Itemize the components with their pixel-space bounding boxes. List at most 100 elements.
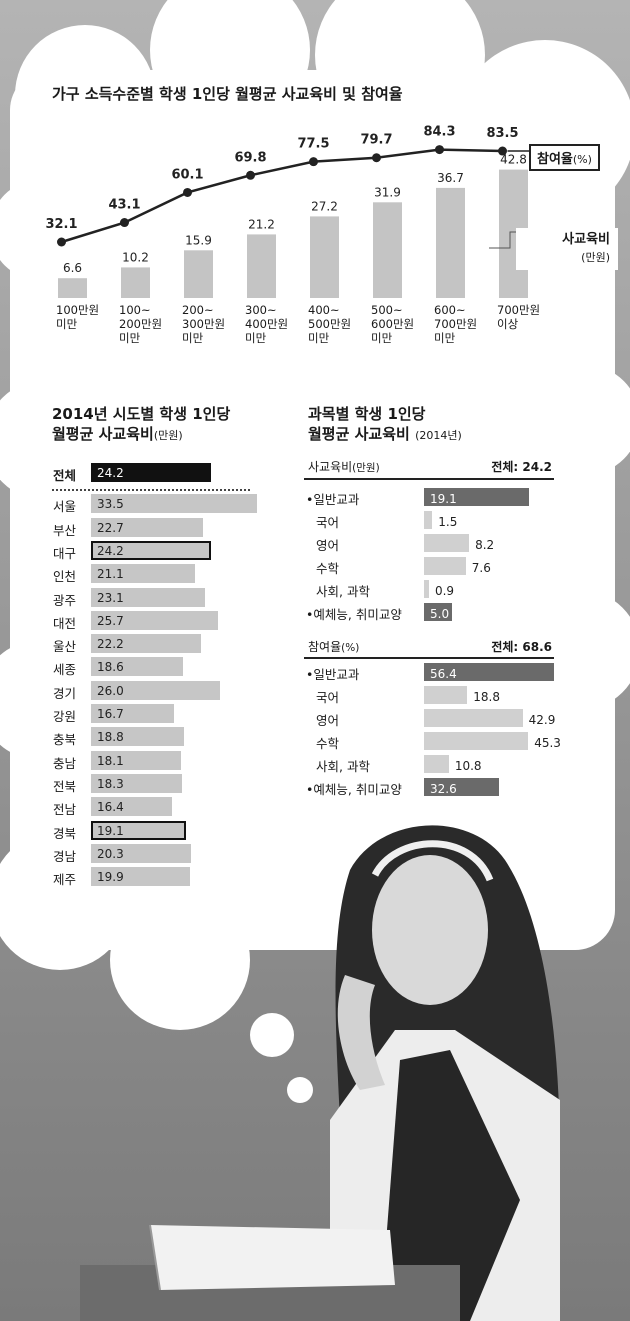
region-label: 경기 — [53, 685, 77, 701]
participation-point — [57, 237, 66, 247]
participation-value-label: 83.5 — [486, 126, 518, 141]
subject-value-label: 56.4 — [430, 667, 457, 681]
spending-value-label: 6.6 — [63, 261, 82, 275]
region-value-label: 16.7 — [97, 707, 124, 721]
income-category-label: 100만원 미만 — [56, 303, 100, 331]
participation-value-label: 60.1 — [171, 167, 203, 182]
income-category-label: 400~ 500만원 미만 — [308, 303, 352, 345]
region-bar — [91, 657, 184, 677]
region-label: 강원 — [53, 709, 77, 724]
subject-bar — [424, 709, 523, 727]
spending-bar — [310, 216, 339, 298]
income-category-label: 200~ 300만원 미만 — [182, 303, 226, 345]
subject-chart-title: 과목별 학생 1인당 월평균 사교육비 (2014년) — [308, 404, 462, 446]
region-value-label: 23.1 — [97, 590, 124, 605]
region-bar — [91, 820, 186, 840]
subject-value-label: 8.2 — [475, 538, 495, 552]
subject-label: 수학 — [316, 736, 340, 751]
subject-bar — [424, 778, 499, 796]
participation-value-label: 79.7 — [360, 133, 392, 148]
subject-bar — [424, 580, 429, 598]
spending-value-label: 27.2 — [311, 199, 338, 213]
region-value-label: 22.7 — [97, 520, 124, 535]
participation-point — [183, 187, 192, 197]
region-label: 세종 — [53, 662, 77, 678]
spending-value-label: 21.2 — [248, 217, 275, 231]
region-value-label: 22.2 — [97, 637, 124, 652]
region-bar — [91, 564, 196, 584]
participation-panel-total: 전체: 68.6 — [491, 640, 552, 654]
spending-bar — [121, 267, 150, 298]
region-value-label: 20.3 — [97, 846, 124, 861]
subject-label: •예체능, 취미교양 — [306, 782, 402, 797]
region-value-label: 18.1 — [97, 753, 124, 768]
subject-bar — [424, 511, 433, 529]
participation-value-label: 84.3 — [423, 125, 455, 140]
region-label: 전남 — [53, 802, 77, 818]
region-label: 충남 — [53, 755, 77, 771]
region-value-label: 16.4 — [97, 800, 124, 815]
region-bar — [91, 867, 190, 887]
participation-point — [120, 218, 129, 228]
region-label: 서울 — [53, 499, 77, 515]
spending-value-label: 15.9 — [185, 233, 212, 247]
participation-legend-label: 참여율 — [537, 152, 573, 167]
subject-bar — [424, 557, 466, 575]
participation-legend: 참여율(%) — [529, 144, 600, 171]
participation-point — [309, 157, 318, 167]
income-chart-title: 가구 소득수준별 학생 1인당 월평균 사교육비 및 참여율 — [52, 85, 403, 103]
region-value-label: 18.6 — [97, 660, 124, 675]
participation-value-label: 32.1 — [45, 217, 77, 232]
spending-value-label: 42.8 — [500, 153, 527, 167]
region-value-label: 26.0 — [97, 683, 124, 698]
region-value-label: 25.7 — [97, 613, 124, 628]
region-chart-title: 2014년 시도별 학생 1인당 월평균 사교육비(만원) — [52, 404, 230, 446]
region-bar — [91, 797, 173, 817]
subject-label: 사회, 과학 — [316, 759, 370, 774]
subject-value-label: 10.8 — [454, 759, 482, 773]
subject-label: •일반교과 — [306, 667, 360, 682]
subject-label: 국어 — [316, 515, 340, 530]
region-label: 대구 — [53, 545, 77, 561]
subject-chart-title-line2: 월평균 사교육비 (2014년) — [308, 425, 462, 443]
subject-value-label: 7.6 — [471, 561, 491, 575]
spending-bar — [184, 250, 213, 298]
spending-value-label: 31.9 — [374, 185, 401, 199]
spending-value-label: 36.7 — [437, 171, 464, 185]
region-label: 인천 — [53, 569, 77, 585]
region-value-label: 21.1 — [97, 567, 124, 582]
income-category-label: 500~ 600만원 미만 — [371, 303, 415, 345]
spending-bar — [373, 202, 402, 298]
region-label: 전체 — [53, 468, 77, 483]
participation-point — [435, 145, 444, 155]
region-bar — [91, 727, 185, 747]
region-bar — [91, 517, 204, 537]
spending-bar — [247, 234, 276, 298]
subject-chart-title-line1: 과목별 학생 1인당 — [308, 405, 426, 423]
region-bar — [91, 750, 181, 770]
student-illustration — [80, 825, 560, 1321]
participation-panel-rule — [304, 657, 554, 659]
subject-value-label: 0.9 — [434, 584, 455, 598]
subject-label: 국어 — [316, 690, 340, 705]
income-chart: 6.6 10.2 15.9 21.2 27.2 31.9 36.7 42.8 32.1 43.1 6… — [45, 125, 529, 298]
region-bar — [91, 773, 182, 793]
region-label: 울산 — [53, 639, 77, 655]
subject-bar — [424, 603, 452, 621]
region-bar — [91, 634, 201, 654]
income-category-label: 700만원 이상 — [497, 303, 541, 331]
region-label: 제주 — [53, 872, 77, 888]
subject-bar — [424, 732, 529, 750]
region-bar — [91, 704, 174, 723]
region-chart-unit: (만원) — [153, 429, 183, 442]
spending-panel-total: 전체: 24.2 — [491, 460, 552, 474]
subject-value-label: 5.0 — [430, 607, 450, 621]
participation-line — [61, 148, 503, 244]
region-bar — [91, 610, 219, 630]
spending-value-label: 10.2 — [122, 250, 149, 264]
region-value-label: 24.2 — [97, 543, 124, 558]
participation-point — [372, 153, 381, 163]
region-bar — [91, 843, 192, 863]
spending-legend-label: 사교육비 — [562, 232, 610, 247]
subject-value-label: 18.8 — [473, 690, 500, 704]
